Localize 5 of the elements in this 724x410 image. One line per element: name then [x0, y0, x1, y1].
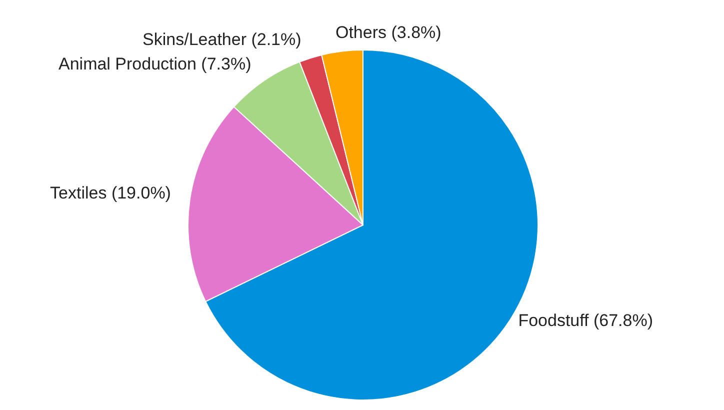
slice-label: Skins/Leather (2.1%): [142, 30, 302, 50]
slice-label: Textiles (19.0%): [50, 183, 171, 202]
slice-label: Others (3.8%): [335, 22, 442, 42]
slice-label: Foodstuff (67.8%): [518, 310, 654, 330]
slice-label: Animal Production (7.3%): [58, 54, 252, 74]
